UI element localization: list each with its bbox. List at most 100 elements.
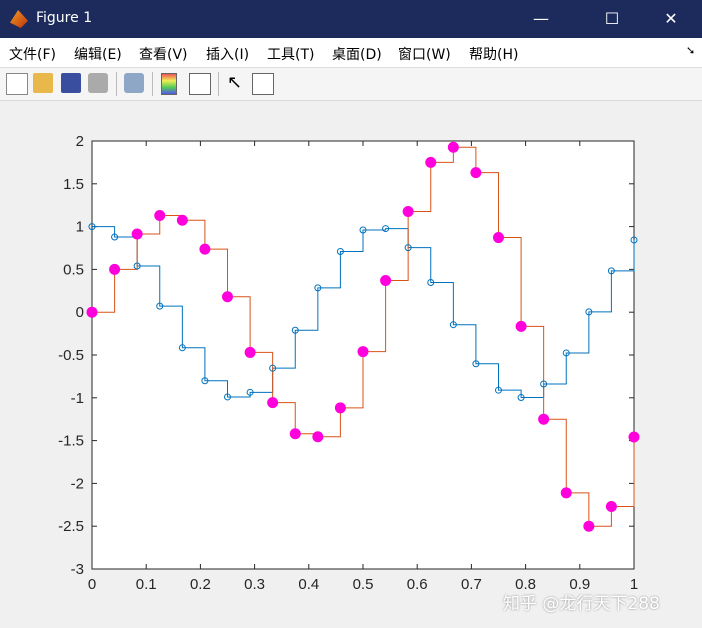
- series-1-marker: [312, 431, 324, 443]
- watermark: 知乎 @龙行天下288: [503, 594, 660, 614]
- series-1-marker: [560, 487, 572, 499]
- series-0-marker: [382, 225, 390, 233]
- series-1-marker: [267, 397, 279, 409]
- x-tick-label: 0.5: [353, 576, 374, 593]
- series-1-marker: [493, 232, 504, 244]
- menu-item[interactable]: 查看(V): [139, 47, 188, 63]
- series-0-marker: [540, 380, 548, 388]
- y-tick-label: -1: [71, 390, 84, 407]
- series-0-marker: [585, 308, 593, 316]
- series-1-marker: [154, 209, 166, 221]
- x-tick-label: 0.6: [407, 576, 428, 593]
- x-tick-label: 0.7: [461, 576, 482, 593]
- matlab-icon: [10, 10, 28, 28]
- menu-item[interactable]: 窗口(W): [398, 47, 451, 63]
- close-button[interactable]: ✕: [664, 9, 678, 28]
- series-0-marker: [291, 326, 299, 334]
- x-tick-label: 0.8: [515, 576, 536, 593]
- series-1-marker: [538, 413, 550, 425]
- y-tick-label: 1.5: [63, 176, 84, 193]
- y-tick-label: -2.5: [58, 518, 84, 535]
- series-1-marker: [402, 206, 414, 218]
- series-1-marker: [425, 156, 437, 168]
- series-0-marker: [517, 394, 525, 402]
- pointer-icon[interactable]: ↖: [227, 72, 243, 93]
- toolbar-separator: [152, 72, 153, 96]
- y-tick-label: 1: [76, 219, 84, 236]
- series-0-marker: [336, 248, 344, 256]
- series-1-marker: [222, 291, 233, 303]
- series-1-marker: [357, 346, 369, 358]
- series-0-marker: [156, 302, 164, 310]
- series-0-marker: [562, 349, 570, 357]
- series-1-marker: [199, 243, 211, 255]
- series-0-marker: [630, 236, 638, 244]
- series-1-marker: [176, 214, 188, 226]
- new-file-icon[interactable]: [6, 73, 28, 95]
- print-icon[interactable]: [88, 73, 108, 93]
- property-editor-icon[interactable]: [252, 73, 274, 95]
- legend-icon[interactable]: [189, 73, 211, 95]
- series-0-marker: [314, 284, 322, 292]
- colorbar-icon[interactable]: [161, 73, 177, 95]
- series-0-marker: [201, 377, 209, 385]
- menu-item[interactable]: 编辑(E): [74, 47, 122, 63]
- window-title: Figure 1: [36, 10, 93, 26]
- figure-canvas: 0 0.1 0.2 0.3 0.4 0.5 0.6 0.7 0.8 0.9 1 2 1.5 1 0.5 0 -0…: [58, 133, 640, 593]
- series-0-marker: [88, 223, 96, 231]
- series-1-marker: [109, 263, 121, 275]
- series-0-marker: [427, 278, 435, 286]
- series-1-marker: [86, 306, 98, 318]
- menu-item[interactable]: 文件(F): [9, 47, 56, 63]
- series-1-marker: [583, 520, 595, 532]
- menu-item[interactable]: 插入(I): [206, 47, 250, 63]
- y-tick-label: -3: [71, 561, 84, 578]
- minimize-button[interactable]: —: [533, 9, 549, 28]
- series-1-marker: [380, 275, 392, 287]
- x-tick-label: 0: [88, 576, 96, 593]
- print-preview-icon[interactable]: [124, 73, 144, 93]
- x-tick-label: 0.2: [190, 576, 211, 593]
- y-tick-label: -1.5: [58, 433, 84, 450]
- dock-arrow-icon[interactable]: ➘: [686, 44, 696, 57]
- x-tick-label: 1: [630, 576, 638, 593]
- menu-item[interactable]: 桌面(D): [332, 47, 382, 63]
- series-0-marker: [404, 244, 412, 252]
- x-tick-label: 0.1: [136, 576, 157, 593]
- series-1-marker: [515, 320, 527, 332]
- maximize-button[interactable]: ☐: [604, 9, 620, 28]
- series-1-marker: [628, 431, 640, 443]
- menu-item[interactable]: 帮助(H): [469, 47, 519, 63]
- toolbar-separator: [116, 72, 117, 96]
- series-1-marker: [447, 141, 459, 153]
- open-folder-icon[interactable]: [33, 73, 53, 93]
- series-0-marker: [269, 364, 277, 372]
- x-tick-label: 0.3: [244, 576, 265, 593]
- series-0-marker: [133, 262, 141, 270]
- series-1-marker: [289, 428, 301, 440]
- series-0-marker: [495, 386, 502, 394]
- series-0-marker: [607, 267, 615, 275]
- series-0-marker: [359, 226, 367, 234]
- x-tick-label: 0.4: [298, 576, 319, 593]
- y-tick-label: 0: [76, 304, 84, 321]
- y-tick-label: 2: [76, 133, 84, 150]
- series-0-marker: [246, 388, 254, 396]
- menu-item[interactable]: 工具(T): [267, 47, 315, 63]
- title-bar: Figure 1 — ☐ ✕: [0, 0, 702, 38]
- series-1-marker: [334, 402, 346, 414]
- save-icon[interactable]: [61, 73, 81, 93]
- series-0-marker: [111, 233, 119, 241]
- toolbar: ↖: [0, 68, 702, 101]
- series-1-marker: [244, 346, 256, 358]
- series-1-marker: [131, 228, 143, 240]
- series-0-marker: [449, 321, 457, 329]
- series-0-marker: [178, 344, 186, 352]
- toolbar-separator: [218, 72, 219, 96]
- x-tick-label: 0.9: [569, 576, 590, 593]
- y-tick-label: -0.5: [58, 347, 84, 364]
- series-1-marker: [605, 501, 617, 513]
- y-tick-label: -2: [71, 475, 84, 492]
- menu-bar: ➘ 文件(F) 编辑(E) 查看(V) 插入(I) 工具(T) 桌面(D) 窗口(W) 帮助(…: [0, 38, 702, 68]
- y-tick-label: 0.5: [63, 261, 84, 278]
